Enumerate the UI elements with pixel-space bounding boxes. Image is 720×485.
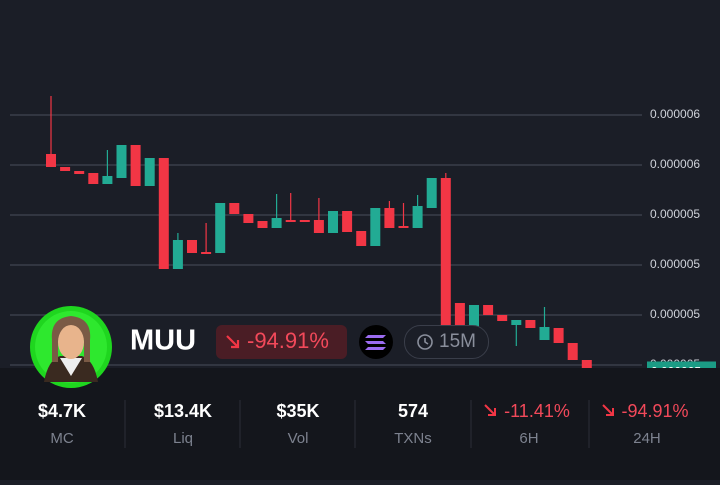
candle-body xyxy=(511,320,522,325)
candle-body xyxy=(285,220,296,222)
candle-body xyxy=(483,305,494,315)
stat-value: -11.41% xyxy=(504,401,570,421)
stats-row: $4.7K MC $13.4K Liq $35K Vol 574 TXNs -11.41% 6H -… xyxy=(38,400,689,448)
timeframe-pill[interactable] xyxy=(404,325,489,359)
candle-body xyxy=(328,211,338,233)
candle-body xyxy=(172,240,183,269)
avatar-collar xyxy=(60,358,82,376)
candle-body xyxy=(454,303,465,329)
candle-body xyxy=(469,305,479,329)
y-tick-label: 0.000006 xyxy=(650,107,700,121)
candle-body xyxy=(215,203,226,253)
stat-label: TXNs xyxy=(394,430,432,447)
stat-label: Vol xyxy=(288,430,309,447)
avatar-face xyxy=(58,325,84,359)
stat-label: 24H xyxy=(633,430,661,447)
token-symbol: MUU xyxy=(130,325,196,357)
change-pill xyxy=(216,325,347,359)
stat-value: -94.91% xyxy=(621,401,688,421)
candle-body xyxy=(201,252,212,254)
candle-body xyxy=(440,178,451,328)
down-arrow-icon xyxy=(484,404,496,416)
stat-value: $13.4K xyxy=(154,401,212,421)
y-tick-label: 0.000006 xyxy=(650,157,700,171)
token-avatar[interactable] xyxy=(30,306,112,388)
candle-body xyxy=(116,145,127,178)
y-tick-label: 0.000005 xyxy=(650,207,700,221)
candle-body xyxy=(567,343,578,360)
candle-body xyxy=(271,218,282,228)
clock-hands xyxy=(424,338,429,345)
y-tick-label: 0.000005 xyxy=(650,257,700,271)
candle-body xyxy=(398,226,409,228)
stat-value: $4.7K xyxy=(38,401,86,421)
candle-body xyxy=(412,206,423,228)
candle-body xyxy=(158,158,169,269)
candle-body xyxy=(356,231,367,246)
stat-value: 574 xyxy=(398,401,428,421)
stat-label: MC xyxy=(50,430,73,447)
candle-body xyxy=(229,203,240,214)
stat-value: $35K xyxy=(276,401,319,421)
candle-body xyxy=(46,154,56,167)
down-arrow-icon xyxy=(602,404,614,416)
candle-body xyxy=(243,214,254,223)
candle-body xyxy=(525,320,536,328)
down-arrow-icon xyxy=(226,335,240,349)
candle-body xyxy=(539,327,550,340)
candle-body xyxy=(257,221,268,228)
candle-body xyxy=(187,240,197,253)
candle-body xyxy=(370,208,381,246)
chain-logo xyxy=(365,335,386,350)
candle-body xyxy=(497,315,508,321)
candle-body xyxy=(426,178,437,208)
candle-body xyxy=(553,328,564,343)
candle-body xyxy=(144,158,155,186)
stats-panel xyxy=(0,368,720,480)
change-text: -94.91% xyxy=(247,328,329,353)
candle-body xyxy=(313,220,324,233)
candle-body xyxy=(60,167,71,171)
candle-body xyxy=(130,145,141,186)
clock-icon xyxy=(417,334,433,350)
timeframe-text: 15M xyxy=(439,331,476,352)
candle-body xyxy=(384,208,395,228)
chain-icon[interactable] xyxy=(359,325,393,359)
candle-body xyxy=(88,173,99,184)
candle-body xyxy=(102,176,113,184)
candle-body xyxy=(299,220,310,222)
y-tick-label: 0.000005 xyxy=(650,307,700,321)
candle-body xyxy=(342,211,353,232)
stat-label: 6H xyxy=(519,430,538,447)
candle-body xyxy=(74,171,85,174)
stat-label: Liq xyxy=(173,430,193,447)
candle-body xyxy=(581,360,592,374)
